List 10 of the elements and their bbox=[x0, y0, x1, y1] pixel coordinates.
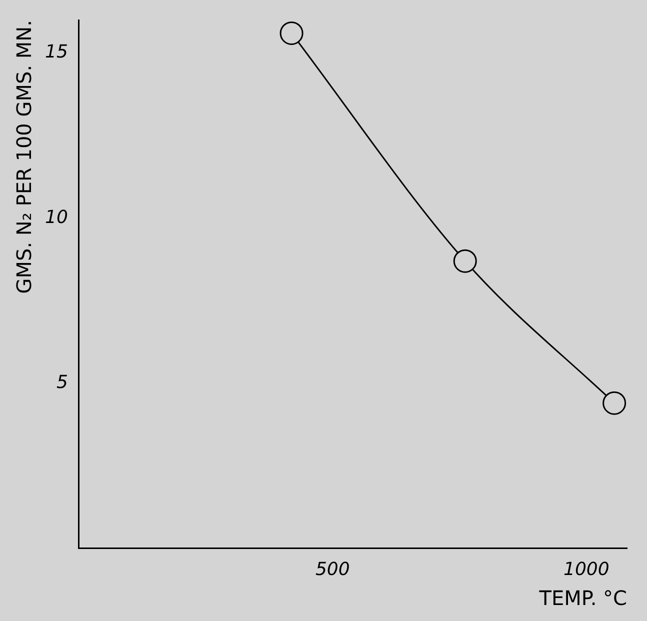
point bbox=[602, 391, 626, 415]
y-tick-label: 5 bbox=[56, 372, 68, 393]
x-tick-label: 1000 bbox=[563, 558, 610, 580]
x-tick-label: 500 bbox=[315, 558, 350, 580]
y-tick-label: 10 bbox=[45, 206, 68, 228]
x-axis-title: TEMP. °C bbox=[538, 586, 627, 610]
point bbox=[280, 21, 304, 45]
point bbox=[453, 249, 477, 273]
y-tick-label: 15 bbox=[45, 42, 68, 63]
y-axis-title: GMS. N₂ PER 100 GMS. MN. bbox=[12, 20, 36, 294]
